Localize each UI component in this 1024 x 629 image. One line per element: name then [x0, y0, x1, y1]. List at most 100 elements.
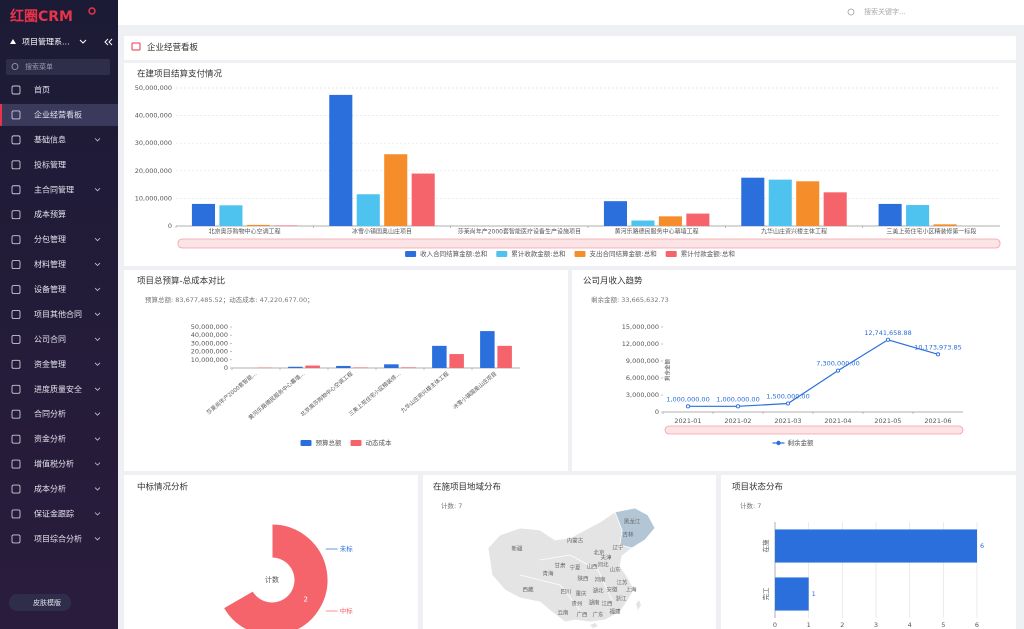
page-header	[124, 36, 1016, 60]
legend-label[interactable]: 剩余金额	[788, 438, 815, 447]
system-icon	[10, 39, 16, 44]
menu-icon	[11, 484, 21, 494]
menu-item[interactable]: 合同分析	[34, 409, 66, 419]
map-land	[487, 507, 656, 623]
y-tick-label: 20,000,000	[135, 167, 172, 175]
menu-chevron	[94, 437, 101, 441]
menu-item[interactable]: 资金管理	[34, 359, 66, 369]
menu-chevron	[94, 312, 101, 317]
zoom-slider[interactable]	[664, 425, 964, 435]
skin-button[interactable]	[9, 594, 71, 611]
menu-item[interactable]: 基础信息	[34, 134, 66, 144]
panel	[124, 270, 568, 471]
bar	[658, 216, 682, 226]
y-tick-label: 在施	[761, 539, 770, 553]
menu-item[interactable]: 设备管理	[34, 284, 66, 294]
search-icon	[11, 63, 19, 70]
skin-label[interactable]: 皮肤模版	[33, 598, 61, 607]
region-label: 宁夏	[569, 564, 581, 572]
menu-item[interactable]: 项目综合分析	[34, 533, 82, 543]
x-tick-label: 北京奥莎购物中心空调工程	[209, 228, 281, 236]
menu-item[interactable]: 企业经营看板	[34, 109, 82, 119]
menu-icon	[11, 459, 21, 469]
x-tick-label: 2021-03	[774, 417, 801, 425]
region-label: 辽宁	[612, 544, 624, 552]
region-label: 广西	[576, 611, 588, 619]
menu-item[interactable]: 分包管理	[34, 234, 66, 244]
legend-label[interactable]: 动态成本	[366, 438, 393, 447]
chart-title: 中标情况分析	[137, 482, 189, 493]
x-tick-label: 4	[908, 621, 912, 629]
bar	[480, 331, 495, 368]
y-tick-label: 30,000,000	[191, 339, 228, 347]
menu-item[interactable]: 进度质量安全	[34, 384, 82, 394]
menu-item[interactable]: 成本预算	[34, 209, 66, 219]
x-tick-label: 2	[840, 621, 844, 629]
zoom-slider[interactable]	[177, 238, 1001, 249]
y-tick-label: 40,000,000	[135, 112, 172, 120]
x-tick-label: 三美上苑住宅小区精装修第一标段	[886, 228, 976, 236]
menu-chevron	[94, 462, 101, 466]
menu-icon	[11, 534, 21, 544]
menu-item[interactable]: 保证金跟踪	[34, 508, 74, 518]
top-search[interactable]: 搜索关键字...	[864, 7, 906, 16]
system-name[interactable]: 项目管理系...	[22, 37, 70, 47]
x-tick-label: 2021-02	[724, 417, 751, 425]
legend: 收入合同结算金额:总和 累计收款金额:总和 支出合同结算金额:总和 累计付款金额:总和	[405, 249, 735, 258]
menu-chevron	[94, 237, 101, 242]
point	[785, 401, 791, 406]
region-label: 江苏	[616, 579, 628, 587]
x-tick-label: 6	[975, 621, 979, 629]
menu-item[interactable]: 增值税分析	[34, 459, 74, 469]
collapse-button[interactable]	[104, 38, 113, 46]
menu-item[interactable]: 成本分析	[34, 484, 66, 494]
menu-item[interactable]: 首页	[34, 85, 50, 95]
legend-label[interactable]: 累计付款金额:总和	[681, 249, 735, 258]
menu-icon	[11, 409, 21, 419]
point	[885, 337, 891, 342]
legend-label[interactable]: 累计收款金额:总和	[511, 249, 565, 258]
menu-item[interactable]: 公司合同	[34, 334, 66, 344]
bar	[686, 213, 710, 226]
region-label: 浙江	[615, 595, 627, 603]
value-label: 12,741,658.88	[864, 329, 912, 337]
bar	[288, 366, 303, 368]
top-search-icon[interactable]	[847, 8, 855, 16]
chart-title: 项目状态分布	[732, 482, 783, 493]
legend-swatch	[776, 440, 781, 446]
x-tick-label: 2021-04	[824, 417, 851, 425]
region-label: 新疆	[511, 545, 523, 553]
legend-label[interactable]: 收入合同结算金额:总和	[420, 249, 487, 258]
menu-icon	[11, 384, 21, 394]
menu-chevron	[94, 262, 101, 267]
bar	[775, 529, 977, 563]
x-tick-label: 3	[874, 621, 878, 629]
menu-search[interactable]	[6, 59, 110, 75]
value-label: 7,300,000.00	[816, 360, 859, 368]
region-label: 云南	[557, 609, 569, 617]
region-label: 湖北	[592, 587, 604, 595]
region-label: 北京	[593, 549, 605, 557]
line	[688, 339, 939, 407]
system-chevron[interactable]	[79, 39, 87, 44]
bar	[336, 365, 351, 368]
china-map	[487, 507, 656, 628]
chart-subtitle: 剩余金额: 33,665,632.73	[591, 295, 669, 304]
point	[735, 404, 741, 409]
y-tick-label: 12,000,000	[622, 340, 659, 348]
menu-item[interactable]: 项目其他合同	[34, 309, 82, 319]
legend-label[interactable]: 预算总额	[316, 438, 343, 447]
legend-label[interactable]: 支出合同结算金额:总和	[590, 249, 657, 258]
pie-slice	[222, 523, 329, 629]
menu-item[interactable]: 材料管理	[34, 259, 66, 269]
center-label: 计数	[265, 575, 279, 584]
menu-icon	[11, 260, 21, 270]
region-label: 贵州	[571, 600, 582, 608]
menu-item[interactable]: 投标管理	[34, 159, 66, 169]
menu-item[interactable]: 主合同管理	[34, 184, 74, 194]
y-tick-label: 10,000,000	[135, 194, 172, 202]
page-icon	[131, 42, 141, 51]
legend-swatch	[300, 440, 312, 446]
menu-item[interactable]: 资金分析	[34, 434, 66, 444]
region-label: 陕西	[577, 575, 589, 583]
